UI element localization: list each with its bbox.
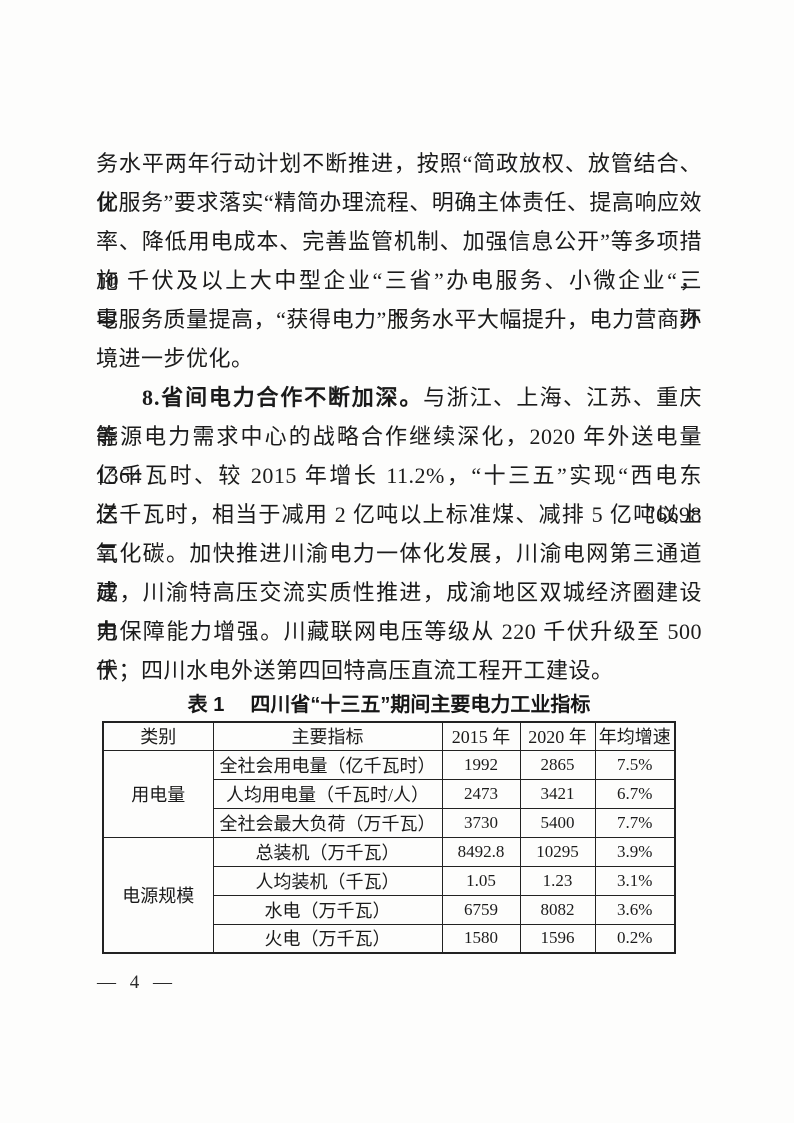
text-line: 伏；四川水电外送第四回特高压直流工程开工建设。	[96, 651, 702, 690]
text-run: 率、降低用电成本、完善监管机制、加强信息公开”等多项措施，	[96, 229, 702, 293]
text-line: 10 千伏及以上大中型企业“三省”办电服务、小微企业“三零”办	[96, 261, 702, 332]
text-run: 化服务”要求落实“精简办理流程、明确主体责任、提高响应效	[96, 190, 702, 215]
text-line: 务水平两年行动计划不断推进，按照“简政放权、放管结合、优	[96, 144, 702, 215]
value-cell: 6.7%	[594, 778, 676, 809]
category-cell: 电源规模	[102, 836, 214, 954]
indicator-cell: 全社会用电量（亿千瓦时）	[212, 749, 443, 780]
value-cell: 1596	[519, 923, 596, 954]
value-cell: 0.2%	[594, 923, 676, 954]
value-cell: 2473	[441, 778, 521, 809]
col-header-2015: 2015 年	[441, 721, 521, 751]
col-header-2020: 2020 年	[519, 721, 596, 751]
category-cell: 用电量	[102, 749, 214, 838]
text-run: 亿千瓦时，相当于减用 2 亿吨以上标准煤、减排 5 亿吨以上二	[96, 502, 702, 566]
value-cell: 1.05	[441, 865, 521, 896]
value-cell: 1580	[441, 923, 521, 954]
value-cell: 7.7%	[594, 807, 676, 838]
table-caption-label: 表 1	[187, 694, 225, 716]
text-run: 与浙江、上海、江苏、重庆等	[96, 385, 702, 449]
text-run: 能源电力需求中心的战略合作继续深化，2020 年外送电量 1364	[96, 424, 702, 488]
table-row: 电源规模 总装机（万千瓦） 8492.8 10295 3.9%	[102, 836, 676, 954]
text-run: 电服务质量提高，“获得电力”服务水平大幅提升，电力营商环	[96, 307, 702, 332]
value-cell: 1.23	[519, 865, 596, 896]
col-header-growth: 年均增速	[594, 721, 676, 751]
table-caption-title: 四川省“十三五”期间主要电力工业指标	[250, 694, 591, 716]
text-run: 成，川渝特高压交流实质性推进，成渝地区双城经济圈建设电	[96, 580, 702, 644]
table-header-row: 类别 主要指标 2015 年 2020 年 年均增速	[102, 721, 676, 751]
value-cell: 1992	[441, 749, 521, 780]
indicator-cell: 全社会最大负荷（万千瓦）	[212, 807, 443, 838]
text-run: 力保障能力增强。川藏联网电压等级从 220 千伏升级至 500 千	[96, 619, 702, 683]
text-line: 亿千瓦时，相当于减用 2 亿吨以上标准煤、减排 5 亿吨以上二	[96, 495, 702, 566]
text-lines: 务水平两年行动计划不断推进，按照“简政放权、放管结合、优 化服务”要求落实“精简办…	[96, 144, 702, 690]
text-run: 境进一步优化。	[96, 346, 254, 371]
value-cell: 5400	[519, 807, 596, 838]
col-header-indicator: 主要指标	[212, 721, 443, 751]
value-cell: 3730	[441, 807, 521, 838]
value-cell: 10295	[519, 836, 596, 867]
col-header-category: 类别	[102, 721, 214, 751]
indicator-cell: 总装机（万千瓦）	[212, 836, 443, 867]
indicator-table: 类别 主要指标 2015 年 2020 年 年均增速 用电量 全社会用电量（亿千瓦…	[102, 721, 676, 954]
text-line: 8.省间电力合作不断加深。与浙江、上海、江苏、重庆等	[96, 378, 702, 449]
value-cell: 3.1%	[594, 865, 676, 896]
table-body: 用电量 全社会用电量（亿千瓦时） 1992 2865 7.5% 人均用电量（千瓦时/人） 2…	[102, 749, 676, 954]
value-cell: 3.6%	[594, 894, 676, 925]
text-line: 境进一步优化。	[96, 339, 702, 378]
value-cell: 7.5%	[594, 749, 676, 780]
text-run: 10 千伏及以上大中型企业“三省”办电服务、小微企业“三零”办	[96, 268, 702, 332]
text-line: 化服务”要求落实“精简办理流程、明确主体责任、提高响应效	[96, 183, 702, 222]
page-number: — 4 —	[97, 972, 172, 993]
table-row: 人均装机（千瓦） 1.05 1.23 3.1%	[103, 865, 676, 896]
text-line: 亿千瓦时、较 2015 年增长 11.2%，“十三五”实现“西电东送”6698	[96, 456, 702, 527]
text-line: 成，川渝特高压交流实质性推进，成渝地区双城经济圈建设电	[96, 573, 702, 644]
text-run: 亿千瓦时、较 2015 年增长 11.2%，“十三五”实现“西电东送”6698	[96, 463, 702, 527]
value-cell: 8492.8	[441, 836, 521, 867]
text-run: 务水平两年行动计划不断推进，按照“简政放权、放管结合、优	[96, 151, 702, 215]
text-run: 伏；四川水电外送第四回特高压直流工程开工建设。	[96, 658, 614, 683]
indicator-cell: 人均装机（千瓦）	[212, 865, 443, 896]
text-line: 率、降低用电成本、完善监管机制、加强信息公开”等多项措施，	[96, 222, 702, 293]
table-row: 火电（万千瓦） 1580 1596 0.2%	[103, 923, 676, 954]
value-cell: 6759	[441, 894, 521, 925]
text-run: 氧化碳。加快推进川渝电力一体化发展，川渝电网第三通道建	[96, 541, 702, 605]
value-cell: 8082	[519, 894, 596, 925]
table-caption: 表 1 四川省“十三五”期间主要电力工业指标	[102, 693, 676, 717]
indicator-cell: 水电（万千瓦）	[212, 894, 443, 925]
table-row: 水电（万千瓦） 6759 8082 3.6%	[103, 894, 676, 925]
text-line: 能源电力需求中心的战略合作继续深化，2020 年外送电量 1364	[96, 417, 702, 488]
text-line: 电服务质量提高，“获得电力”服务水平大幅提升，电力营商环	[96, 300, 702, 339]
table-row: 用电量 全社会用电量（亿千瓦时） 1992 2865 7.5%	[102, 749, 676, 838]
indicator-cell: 人均用电量（千瓦时/人）	[212, 778, 443, 809]
section-heading: 8.省间电力合作不断加深。	[142, 385, 424, 410]
value-cell: 3421	[519, 778, 596, 809]
text-line: 氧化碳。加快推进川渝电力一体化发展，川渝电网第三通道建	[96, 534, 702, 605]
text-line: 力保障能力增强。川藏联网电压等级从 220 千伏升级至 500 千	[96, 612, 702, 683]
indicator-cell: 火电（万千瓦）	[212, 923, 443, 954]
value-cell: 3.9%	[594, 836, 676, 867]
value-cell: 2865	[519, 749, 596, 780]
table-row: 人均用电量（千瓦时/人） 2473 3421 6.7%	[103, 778, 676, 809]
